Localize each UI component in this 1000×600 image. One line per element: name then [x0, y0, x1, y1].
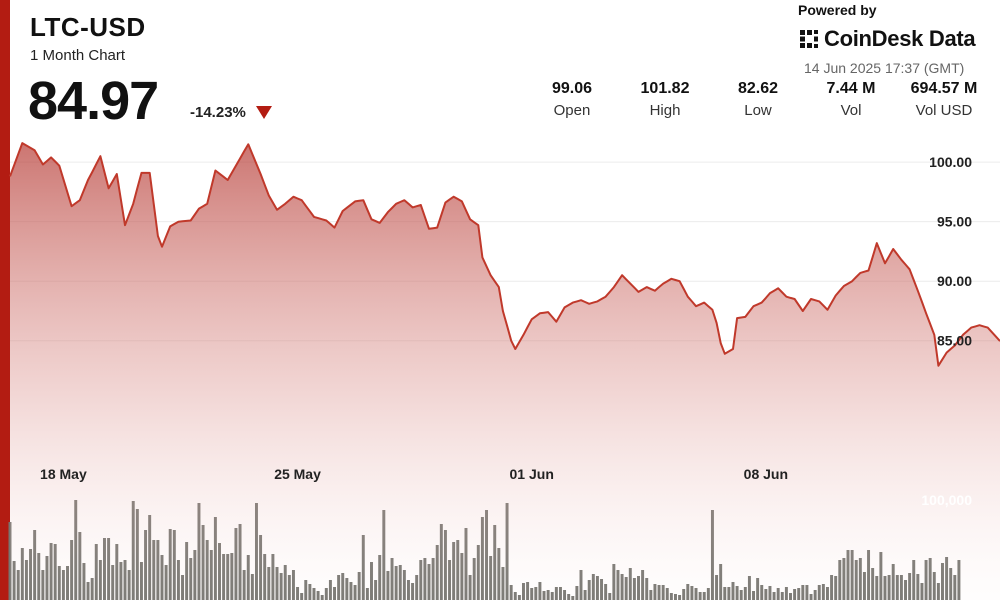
stat-label: Open: [553, 102, 591, 119]
accent-bar: [0, 0, 10, 600]
stat-value: 694.57 M: [910, 80, 978, 97]
down-arrow-icon: [256, 106, 272, 119]
price-tick-label: 95.00: [937, 214, 972, 230]
stat-value: 7.44 M: [826, 80, 876, 97]
brand-name: CoinDesk Data: [824, 26, 976, 51]
stat-label: Vol USD: [915, 102, 973, 119]
stat-open: 99.06 Open: [512, 80, 632, 119]
stat-low: 82.62 Low: [698, 80, 818, 119]
price-area: [10, 143, 1000, 600]
price-tick-label: 100.00: [929, 154, 972, 170]
stat-label: Vol: [840, 102, 862, 119]
current-price: 84.97: [28, 71, 159, 131]
stat-vol: 7.44 M Vol: [791, 80, 911, 119]
price-tick-label: 85.00: [937, 333, 972, 349]
date-tick-label: 25 May: [274, 466, 321, 482]
date-tick-label: 01 Jun: [510, 466, 554, 482]
stat-value: 101.82: [640, 80, 690, 97]
stat-vol-usd: 694.57 M Vol USD: [884, 80, 1000, 119]
price-tick-label: 90.00: [937, 273, 972, 289]
stat-value: 82.62: [737, 80, 779, 97]
stat-label: Low: [744, 102, 772, 119]
stat-label: High: [649, 102, 681, 119]
date-tick-label: 08 Jun: [744, 466, 788, 482]
price-line: [9, 142, 1000, 367]
date-tick-label: 18 May: [40, 466, 87, 482]
coindesk-logo-icon: [800, 30, 818, 48]
stat-high: 101.82 High: [605, 80, 725, 119]
powered-by-label: Powered by: [798, 2, 877, 18]
brand-logo: CoinDesk Data: [798, 26, 976, 52]
stat-value: 99.06: [551, 80, 593, 97]
timestamp: 14 Jun 2025 17:37 (GMT): [804, 60, 965, 76]
volume-tick-label: 100,000: [921, 492, 972, 508]
chart-subtitle: 1 Month Chart: [30, 47, 126, 64]
price-change: -14.23%: [190, 104, 246, 121]
ticker-title: LTC-USD: [30, 12, 146, 42]
axis-labels: 85.00 90.00 95.00 100.00 100,000 18 May 25 May…: [40, 154, 972, 508]
